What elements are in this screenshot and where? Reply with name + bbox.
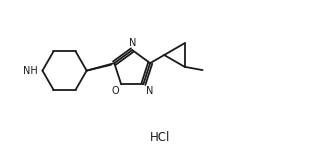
Text: NH: NH — [23, 66, 38, 76]
Text: HCl: HCl — [150, 131, 171, 144]
Text: N: N — [146, 86, 153, 96]
Text: N: N — [129, 38, 136, 48]
Text: O: O — [112, 86, 120, 96]
